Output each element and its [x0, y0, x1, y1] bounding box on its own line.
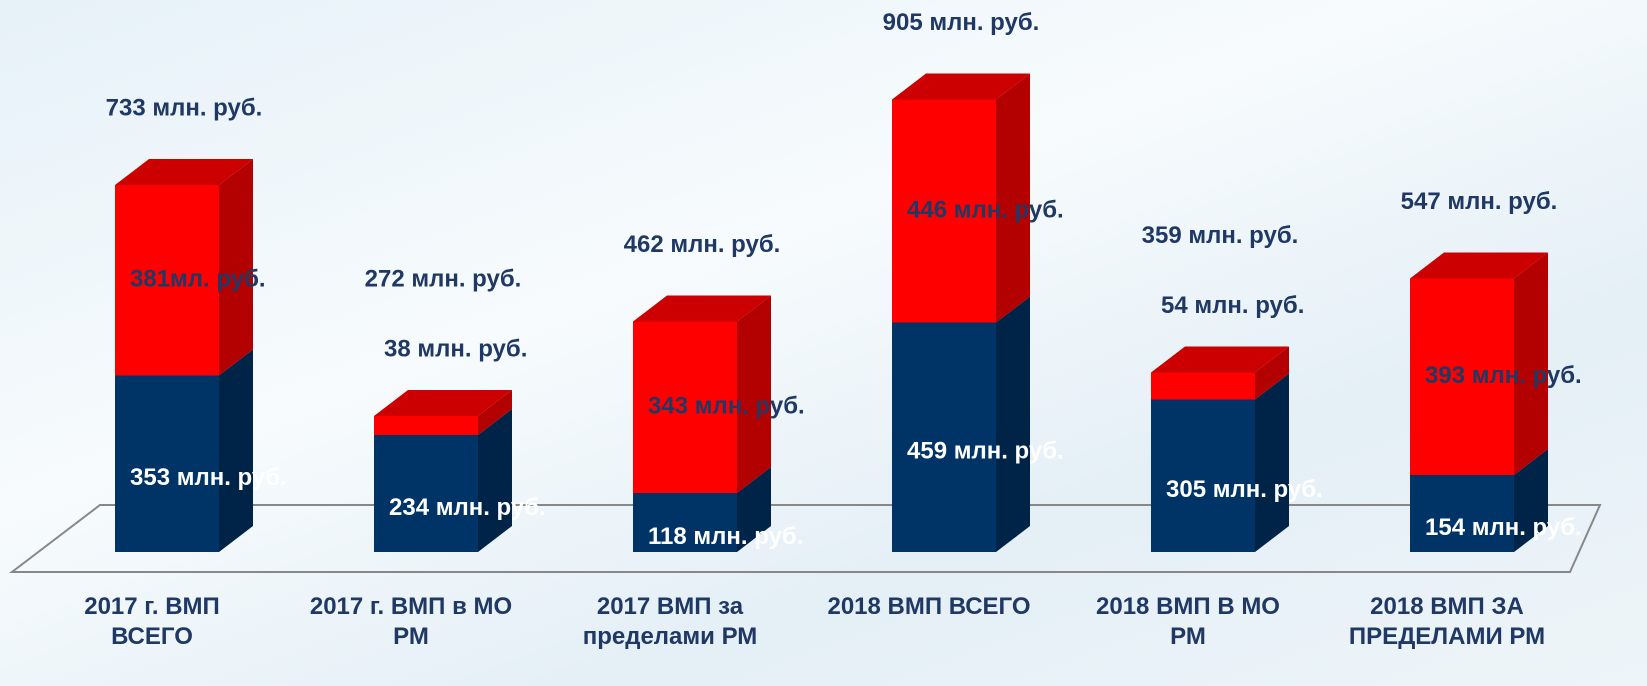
x-tick-label: 2018 ВМП ВСЕГО	[827, 593, 1031, 620]
bar	[374, 416, 478, 435]
bar	[1410, 475, 1514, 552]
bar-top	[633, 295, 771, 322]
x-tick-label: 2017 г. ВМП в МО РМ	[309, 593, 513, 650]
value-label: 154 млн. руб.	[1425, 514, 1582, 541]
bar	[1151, 372, 1255, 400]
value-label: 54 млн. руб.	[1161, 292, 1304, 319]
bar-top	[1410, 252, 1548, 279]
value-label: 305 млн. руб.	[1166, 476, 1323, 503]
bar-side	[478, 390, 512, 435]
bar	[633, 493, 737, 552]
bar	[633, 321, 737, 493]
bar-side	[1255, 346, 1289, 400]
value-label: 393 млн. руб.	[1425, 362, 1582, 389]
value-label: 381мл. руб.	[130, 266, 266, 293]
total-label: 462 млн. руб.	[624, 231, 781, 258]
bar-side	[996, 73, 1030, 323]
value-label: 234 млн. руб.	[389, 494, 546, 521]
total-label: 905 млн. руб.	[883, 9, 1040, 36]
bar	[115, 185, 219, 376]
x-tick-label: 2017 ВМП за пределами РМ	[582, 593, 758, 650]
bar-side	[478, 409, 512, 552]
bar-top	[374, 390, 512, 416]
bar-side	[737, 467, 771, 552]
x-tick-label: 2018 ВМП ЗА ПРЕДЕЛАМИ РМ	[1348, 593, 1546, 650]
bar-side	[737, 295, 771, 493]
value-label: 38 млн. руб.	[384, 335, 527, 362]
total-label: 733 млн. руб.	[106, 94, 263, 121]
bar	[1151, 399, 1255, 552]
bar	[115, 375, 219, 552]
bar-side	[996, 296, 1030, 552]
bar	[374, 435, 478, 552]
value-label: 343 млн. руб.	[648, 393, 805, 420]
bar	[892, 322, 996, 552]
value-label: 118 млн. руб.	[648, 523, 803, 550]
x-tick-label: 2017 г. ВМП ВСЕГО	[84, 593, 220, 650]
total-label: 359 млн. руб.	[1142, 222, 1299, 249]
bar-top	[1151, 346, 1289, 373]
value-label: 446 млн. руб.	[907, 196, 1064, 223]
value-label: 459 млн. руб.	[907, 438, 1064, 465]
bar-side	[219, 349, 253, 552]
x-tick-label: 2018 ВМП В МО РМ	[1096, 593, 1280, 650]
bar	[1410, 278, 1514, 475]
bar-side	[1514, 449, 1548, 552]
floor	[9, 504, 1602, 573]
bar-top	[115, 159, 253, 185]
bar-side	[219, 159, 253, 376]
total-label: 272 млн. руб.	[365, 265, 522, 292]
value-label: 353 млн. руб.	[130, 464, 287, 491]
bar	[892, 99, 996, 323]
total-label: 547 млн. руб.	[1401, 188, 1558, 215]
bar-top	[892, 73, 1030, 100]
bar-side	[1514, 252, 1548, 475]
bar-side	[1255, 373, 1289, 552]
